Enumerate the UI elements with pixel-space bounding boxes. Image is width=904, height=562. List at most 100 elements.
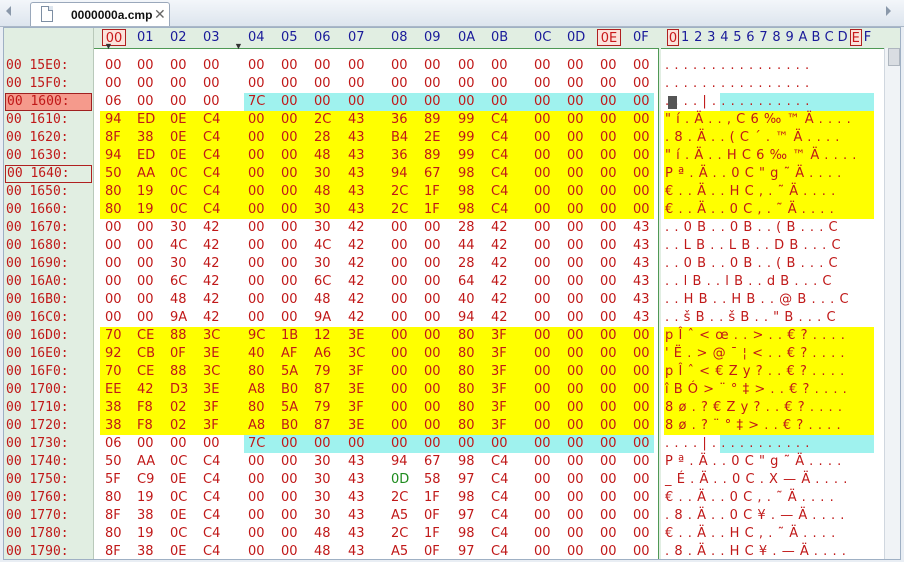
hex-byte[interactable]: 97	[458, 544, 475, 559]
hex-byte[interactable]: 00	[600, 364, 617, 379]
hex-byte[interactable]: 0C	[170, 454, 188, 469]
hex-byte[interactable]: 00	[137, 256, 154, 271]
hex-byte[interactable]: C4	[491, 544, 509, 559]
hex-byte[interactable]: 00	[534, 166, 551, 181]
hex-byte[interactable]: 2E	[424, 130, 441, 145]
hex-byte[interactable]: 00	[391, 418, 408, 433]
hex-byte[interactable]: 00	[424, 220, 441, 235]
hex-byte[interactable]: 43	[633, 310, 650, 325]
hex-byte[interactable]: 00	[391, 256, 408, 271]
hex-byte[interactable]: 19	[137, 526, 154, 541]
hex-byte[interactable]: 9A	[170, 310, 188, 325]
hex-byte[interactable]: 00	[633, 76, 650, 91]
hex-byte[interactable]: 5A	[281, 364, 299, 379]
hex-byte[interactable]: 00	[281, 310, 298, 325]
ascii-text[interactable]: .8.Ä..HC¥.—Ä....	[665, 544, 852, 559]
hex-byte[interactable]: 30	[170, 220, 187, 235]
hex-byte[interactable]: 38	[137, 508, 154, 523]
hex-byte[interactable]: 00	[391, 346, 408, 361]
ascii-text[interactable]: .8.Ä..0C¥.—Ä....	[665, 508, 850, 523]
hex-byte[interactable]: 19	[137, 184, 154, 199]
hex-byte[interactable]: 00	[633, 130, 650, 145]
hex-byte[interactable]: 00	[600, 472, 617, 487]
hex-byte[interactable]: 80	[248, 364, 265, 379]
hex-byte[interactable]: 48	[314, 184, 331, 199]
hex-byte[interactable]: 00	[633, 544, 650, 559]
hex-byte[interactable]: C4	[203, 544, 221, 559]
hex-byte[interactable]: 00	[458, 58, 475, 73]
hex-byte[interactable]: 43	[348, 526, 365, 541]
hex-byte[interactable]: 00	[600, 58, 617, 73]
hex-byte[interactable]: 00	[281, 292, 298, 307]
table-row[interactable]: 00 1740: 50 AA 0C C4 00 00 30 43 94 67 98 C4 00 00 00 00…	[4, 453, 900, 471]
hex-byte[interactable]: 00	[348, 58, 365, 73]
hex-byte[interactable]: C4	[491, 184, 509, 199]
table-row[interactable]: 00 1670: 00 00 30 42 00 00 30 42 00 00 28 42 00 00 00 43…	[4, 219, 900, 237]
hex-byte[interactable]: 48	[314, 292, 331, 307]
hex-byte[interactable]: 00	[248, 148, 265, 163]
hex-byte[interactable]: 00	[281, 184, 298, 199]
hex-byte[interactable]: CE	[137, 328, 155, 343]
hex-byte[interactable]: 50	[105, 454, 122, 469]
hex-byte[interactable]: 0F	[170, 346, 186, 361]
hex-byte[interactable]: 42	[348, 256, 365, 271]
hex-byte[interactable]: 30	[314, 220, 331, 235]
hex-byte[interactable]: 00	[600, 94, 617, 109]
hex-byte[interactable]: 80	[105, 490, 122, 505]
hex-byte[interactable]: 94	[105, 148, 122, 163]
table-row[interactable]: 00 16D0: 70 CE 88 3C 9C 1B 12 3E 00 00 80 3F 00 00 00 00…	[4, 327, 900, 345]
hex-byte[interactable]: C9	[137, 472, 155, 487]
hex-byte[interactable]: 00	[633, 58, 650, 73]
hex-byte[interactable]: 00	[600, 148, 617, 163]
hex-byte[interactable]: 42	[203, 310, 220, 325]
hex-byte[interactable]: 00	[281, 148, 298, 163]
hex-byte[interactable]: 00	[203, 76, 220, 91]
table-row[interactable]: 00 16B0: 00 00 48 42 00 00 48 42 00 00 40 42 00 00 00 43…	[4, 291, 900, 309]
hex-byte[interactable]: 70	[105, 364, 122, 379]
hex-byte[interactable]: 00	[203, 436, 220, 451]
hex-byte[interactable]: 00	[137, 274, 154, 289]
hex-byte[interactable]: 67	[424, 166, 441, 181]
hex-byte[interactable]: 00	[391, 364, 408, 379]
hex-byte[interactable]: 00	[248, 166, 265, 181]
table-row[interactable]: 00 1610: 94 ED 0E C4 00 00 2C 43 36 89 99 C4 00 00 00 00…	[4, 111, 900, 129]
hex-byte[interactable]: 42	[137, 382, 154, 397]
hex-byte[interactable]: 00	[600, 346, 617, 361]
hex-byte[interactable]: 00	[600, 274, 617, 289]
hex-byte[interactable]: 00	[491, 436, 508, 451]
table-row[interactable]: 00 1770: 8F 38 0E C4 00 00 30 43 A5 0F 97 C4 00 00 00 00…	[4, 507, 900, 525]
hex-byte[interactable]: 00	[600, 310, 617, 325]
hex-byte[interactable]: 43	[348, 454, 365, 469]
hex-byte[interactable]: 30	[314, 256, 331, 271]
hex-byte[interactable]: 0F	[424, 544, 440, 559]
hex-byte[interactable]: 00	[567, 454, 584, 469]
hex-byte[interactable]: 00	[534, 328, 551, 343]
hex-byte[interactable]: C4	[491, 508, 509, 523]
hex-byte[interactable]: C4	[203, 166, 221, 181]
table-row[interactable]: 00 16F0: 70 CE 88 3C 80 5A 79 3F 00 00 80 3F 00 00 00 00…	[4, 363, 900, 381]
hex-byte[interactable]: 00	[633, 148, 650, 163]
hex-byte[interactable]: 30	[314, 490, 331, 505]
hex-byte[interactable]: 00	[600, 238, 617, 253]
hex-byte[interactable]: C4	[491, 472, 509, 487]
hex-byte[interactable]: 00	[281, 238, 298, 253]
hex-byte[interactable]: 43	[633, 256, 650, 271]
hex-byte[interactable]: C4	[491, 526, 509, 541]
hex-byte[interactable]: 06	[105, 436, 122, 451]
hex-byte[interactable]: 00	[424, 274, 441, 289]
hex-byte[interactable]: 00	[137, 238, 154, 253]
hex-byte[interactable]: 3F	[491, 364, 507, 379]
table-row[interactable]: 00 1690: 00 00 30 42 00 00 30 42 00 00 28 42 00 00 00 43…	[4, 255, 900, 273]
hex-byte[interactable]: 00	[314, 58, 331, 73]
hex-byte[interactable]: 79	[314, 364, 331, 379]
hex-byte[interactable]: 80	[458, 382, 475, 397]
ascii-text[interactable]: €..Ä..HC,.˜Ä....	[665, 526, 841, 541]
hex-byte[interactable]: 00	[105, 274, 122, 289]
hex-byte[interactable]: 00	[248, 490, 265, 505]
hex-byte[interactable]: 00	[567, 328, 584, 343]
hex-byte[interactable]: 48	[314, 148, 331, 163]
hex-byte[interactable]: 97	[458, 472, 475, 487]
hex-byte[interactable]: 00	[567, 346, 584, 361]
hex-byte[interactable]: 00	[281, 472, 298, 487]
hex-byte[interactable]: 7C	[248, 436, 266, 451]
